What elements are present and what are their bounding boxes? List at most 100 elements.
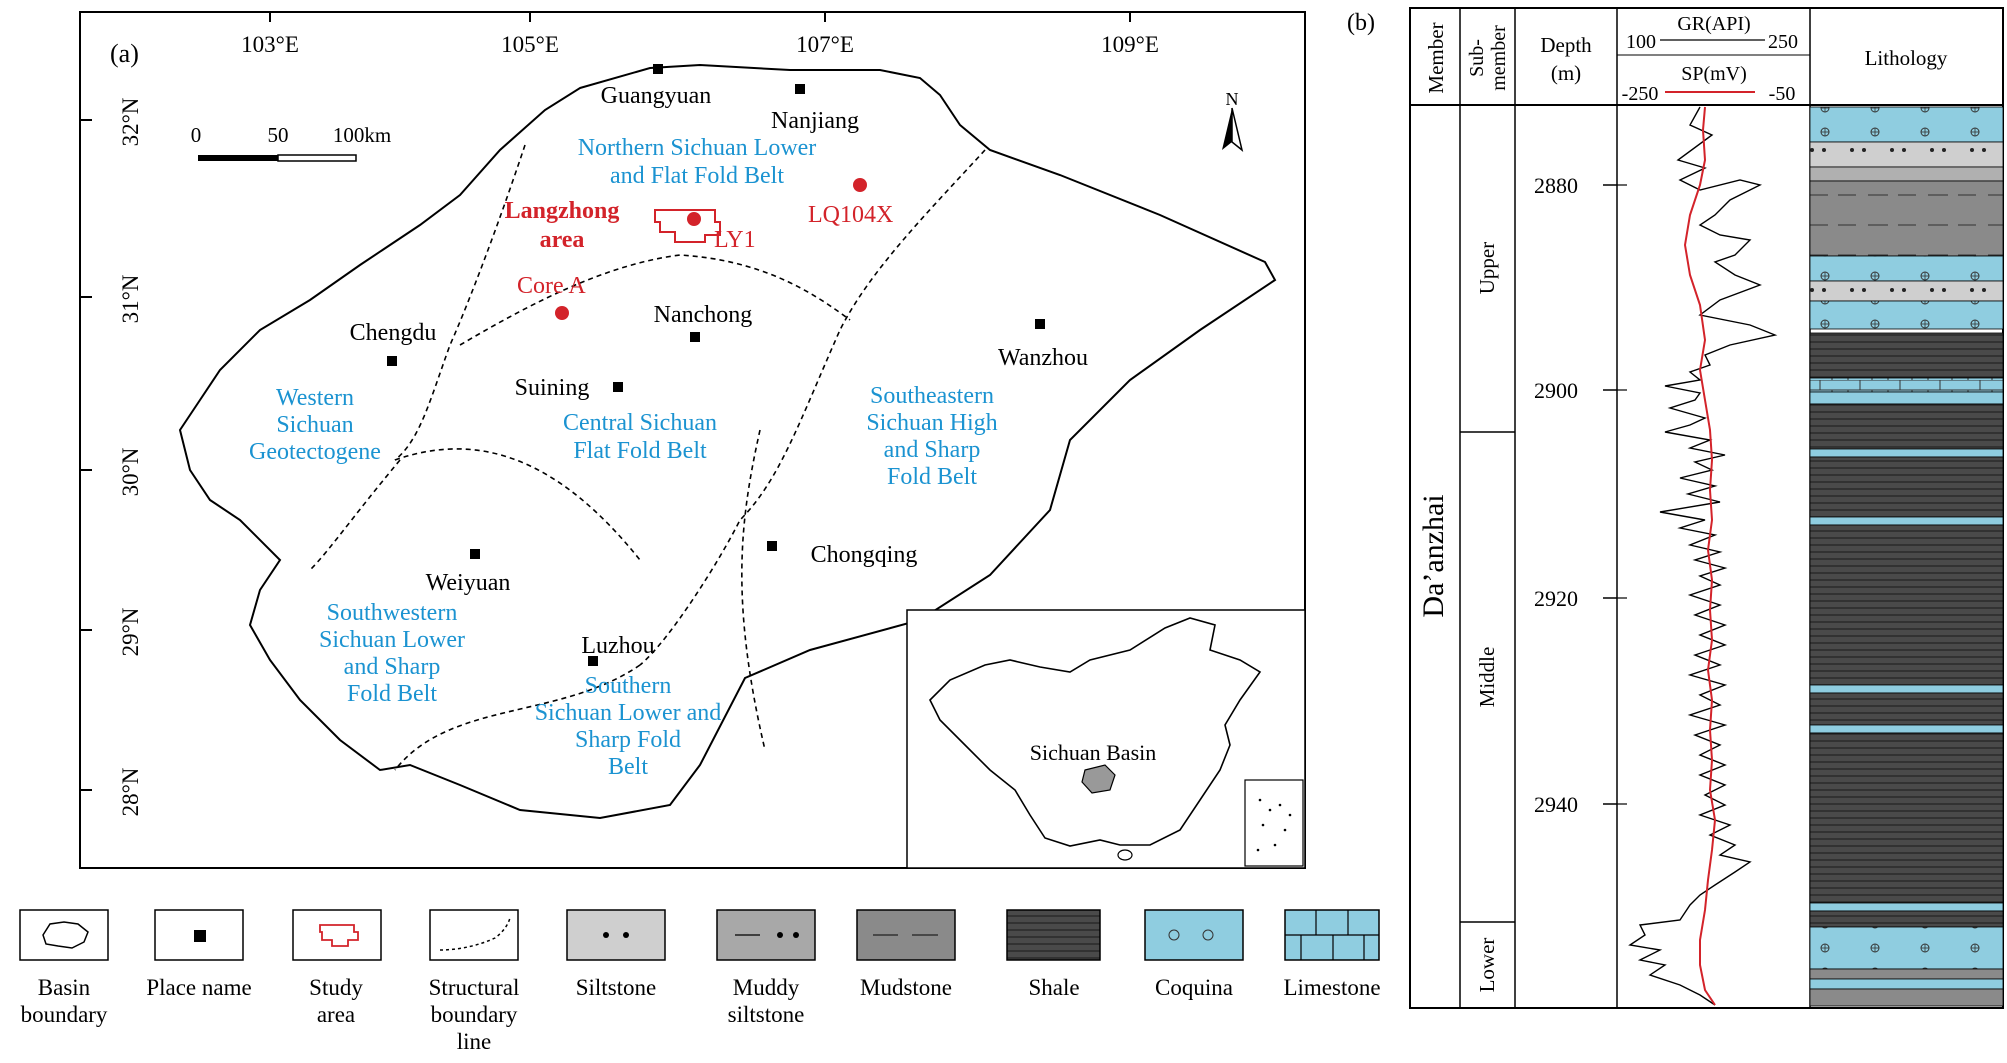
- gr-curve: [1628, 106, 1778, 1006]
- legend-item-limestone: Limestone: [1283, 909, 1381, 1000]
- north-arrow-icon: N: [1222, 89, 1244, 152]
- lithology-coquina: [1809, 106, 2004, 143]
- header-submember: Sub-member: [1466, 25, 1510, 91]
- lat-tick-label: 32°N: [118, 97, 143, 146]
- lithology-coquina: [1809, 926, 2004, 970]
- legend-item-shale: Shale: [1006, 909, 1101, 1000]
- region-label-central: Central Sichuan Flat Fold Belt: [563, 410, 717, 464]
- well-log-panel: (b) Member Sub-member Depth (m) GR(API) 1…: [1347, 7, 2004, 1009]
- scale-label-100: 100km: [333, 123, 391, 147]
- well-label: Core A: [517, 273, 586, 299]
- legend-item-mudstone: Mudstone: [856, 909, 956, 1000]
- lithology-coquina: [1809, 391, 2004, 405]
- well-dot-icon: [687, 212, 701, 226]
- region-label-northern: Northern Sichuan Lower and Flat Fold Belt: [578, 135, 817, 189]
- place-marker-icon: [1035, 319, 1045, 329]
- place-marker-icon: [470, 549, 480, 559]
- place-marker-icon: [588, 656, 598, 666]
- latitude-ticks: 32°N 31°N 30°N 29°N 28°N: [80, 97, 143, 816]
- legend-label: Study area: [309, 975, 363, 1027]
- scale-bar: 0 50 100km: [191, 123, 391, 162]
- lithology-coquina: [1809, 300, 2004, 330]
- legend-label: Place name: [146, 975, 251, 1000]
- china-outline: [929, 617, 1262, 847]
- hainan-island: [1117, 849, 1133, 861]
- lon-tick-label: 107°E: [796, 32, 854, 57]
- legend-label: Mudstone: [860, 975, 952, 1000]
- wells: LY1 LQ104X Core A: [517, 178, 893, 320]
- lithology-shale: [1809, 456, 2004, 518]
- lon-tick-label: 109°E: [1101, 32, 1159, 57]
- header-sp-min: -250: [1622, 83, 1659, 105]
- header-lithology: Lithology: [1865, 46, 1948, 70]
- place-name: Wanzhou: [998, 345, 1088, 371]
- basin-boundary-icon: [42, 921, 89, 949]
- header-depth: Depth (m): [1540, 33, 1592, 85]
- sp-curve: [1683, 106, 1717, 1006]
- sea-islands: [1256, 798, 1292, 852]
- lat-tick-label: 31°N: [118, 274, 143, 323]
- place-name: Luzhou: [581, 633, 654, 659]
- lithology-shale: [1809, 524, 2004, 686]
- lithology-mudstone: [1809, 180, 2004, 257]
- place-name: Chengdu: [350, 320, 437, 346]
- lithology-coquina: [1809, 255, 2004, 282]
- lithology-mudstone: [1809, 988, 2004, 1007]
- header-sp-max: -50: [1769, 83, 1796, 105]
- submember-lower: Lower: [1475, 938, 1499, 993]
- basin-boundary: [178, 63, 1277, 820]
- lithology-column: [1809, 106, 2004, 1007]
- legend-item-coquina: Coquina: [1144, 909, 1244, 1000]
- muddy-siltstone-icon: [716, 909, 816, 961]
- legend-label: Basin boundary: [21, 975, 108, 1027]
- lithology-shale: [1809, 403, 2004, 450]
- legend: Basin boundary Place name Study area Struc…: [19, 909, 1381, 1054]
- lithology-muddy-siltstone: [1809, 166, 2004, 182]
- study-area-icon: [319, 924, 359, 947]
- lithology-siltstone: [1809, 280, 2004, 302]
- tectonic-regions: Northern Sichuan Lower and Flat Fold Belt…: [249, 135, 998, 780]
- place-marker-icon: [690, 332, 700, 342]
- legend-item-study-area: Study area: [292, 909, 382, 1027]
- panel-b-label: (b): [1347, 10, 1375, 36]
- shale-icon: [1006, 909, 1101, 961]
- inset-label: Sichuan Basin: [1030, 740, 1157, 765]
- legend-label: Coquina: [1155, 975, 1233, 1000]
- place-marker-icon: [653, 64, 663, 74]
- place-marker-icon: [795, 84, 805, 94]
- place-name: Suining: [515, 375, 590, 401]
- coquina-icon: [1144, 909, 1244, 961]
- study-area-label: Langzhong area: [505, 198, 620, 253]
- structural-boundary-lines: [309, 144, 986, 771]
- place-name: Chongqing: [811, 542, 918, 568]
- legend-label: Shale: [1028, 975, 1079, 1000]
- depth-tick-label: 2900: [1534, 378, 1578, 403]
- legend-item-basin-boundary: Basin boundary: [19, 909, 109, 1027]
- well-dot-icon: [853, 178, 867, 192]
- place-marker-icon: [387, 356, 397, 366]
- lithology-mudstone: [1809, 968, 2004, 980]
- legend-item-siltstone: Siltstone: [566, 909, 666, 1000]
- well-dot-icon: [555, 306, 569, 320]
- scale-label-0: 0: [191, 123, 202, 147]
- lat-tick-label: 29°N: [118, 607, 143, 656]
- place-marker-icon: [613, 382, 623, 392]
- region-label-southwestern: Southwestern Sichuan Lower and Sharp Fold B…: [319, 600, 465, 707]
- study-area-outline: [654, 209, 721, 243]
- mudstone-icon: [856, 909, 956, 961]
- place-name: Weiyuan: [426, 570, 511, 596]
- study-area: Langzhong area: [505, 198, 721, 253]
- place-markers: Guangyuan Nanjiang Chengdu Nanchong Wanz…: [350, 64, 1088, 666]
- longitude-ticks: 103°E 105°E 107°E 109°E: [241, 12, 1159, 57]
- well-label: LY1: [714, 227, 756, 253]
- depth-ticks: 2880 2900 2920 2940: [1534, 173, 1627, 817]
- header-gr-min: 100: [1626, 31, 1656, 53]
- sichuan-basin-shape: [1081, 764, 1116, 794]
- legend-box: [19, 909, 109, 961]
- member-label: Da’anzhai: [1417, 494, 1450, 617]
- header-gr-max: 250: [1768, 31, 1798, 53]
- legend-label: Limestone: [1283, 975, 1380, 1000]
- legend-item-place-name: Place name: [146, 909, 252, 1000]
- place-name: Nanjiang: [771, 108, 859, 134]
- place-marker-icon: [767, 541, 777, 551]
